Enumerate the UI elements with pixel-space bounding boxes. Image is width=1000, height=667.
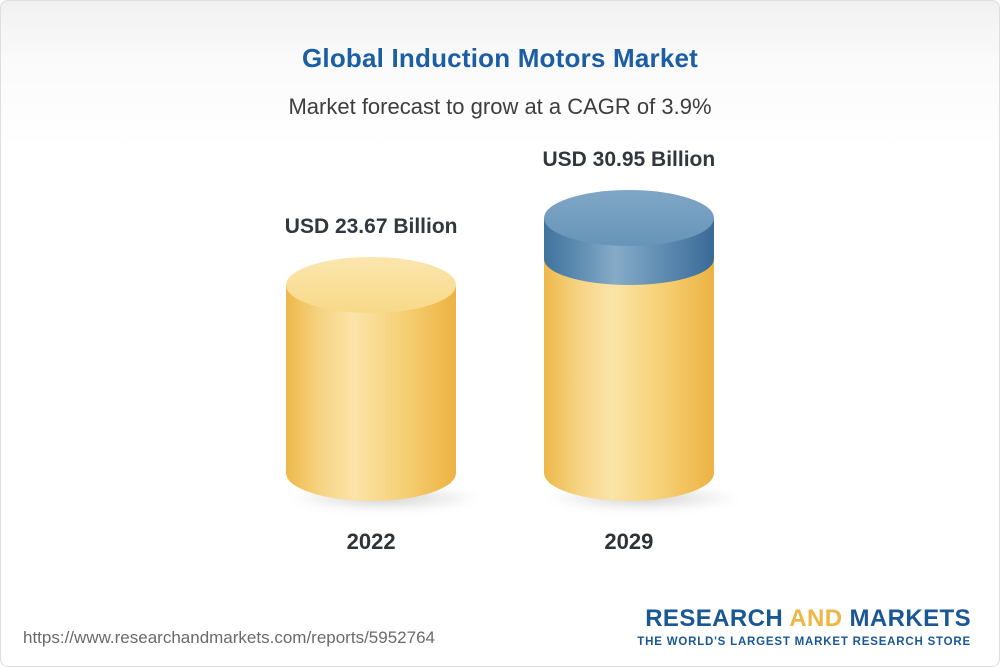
- bar-2029-cylinder: [543, 190, 714, 501]
- logo-wordmark: RESEARCH AND MARKETS: [637, 605, 971, 633]
- bar-2029-cylinder-top: [543, 190, 714, 246]
- bar-2022-cylinder: [286, 257, 457, 501]
- bar-2022-wrap: [280, 257, 491, 512]
- source-url: https://www.researchandmarkets.com/repor…: [23, 628, 435, 647]
- logo-word-markets: MARKETS: [842, 605, 971, 632]
- category-label-2029: 2029: [604, 529, 654, 554]
- category-label-2022: 2022: [346, 529, 396, 554]
- logo-word-research: RESEARCH: [645, 605, 790, 632]
- bar-group-2029: USD 30.95 Billion 2029: [537, 148, 748, 555]
- research-and-markets-logo: RESEARCH AND MARKETS THE WORLD'S LARGEST…: [637, 605, 971, 648]
- footer: https://www.researchandmarkets.com/repor…: [1, 605, 999, 666]
- bar-group-2022: USD 23.67 Billion 2022: [280, 215, 491, 555]
- value-label-2029: USD 30.95 Billion: [542, 148, 716, 171]
- logo-tagline: THE WORLD'S LARGEST MARKET RESEARCH STOR…: [637, 636, 971, 648]
- logo-word-and: AND: [789, 605, 843, 632]
- chart-subtitle: Market forecast to grow at a CAGR of 3.9…: [288, 94, 712, 119]
- bar-2022-cylinder-top: [286, 257, 457, 313]
- value-label-2022: USD 23.67 Billion: [284, 215, 458, 238]
- bar-2029-wrap: [537, 190, 748, 512]
- chart-area: USD 23.67 Billion 2022 USD 30.95 Billion: [1, 148, 999, 555]
- chart-title: Global Induction Motors Market: [301, 43, 698, 73]
- header: Global Induction Motors Market Market fo…: [1, 1, 999, 120]
- bars-row: USD 23.67 Billion 2022 USD 30.95 Billion: [1, 148, 999, 555]
